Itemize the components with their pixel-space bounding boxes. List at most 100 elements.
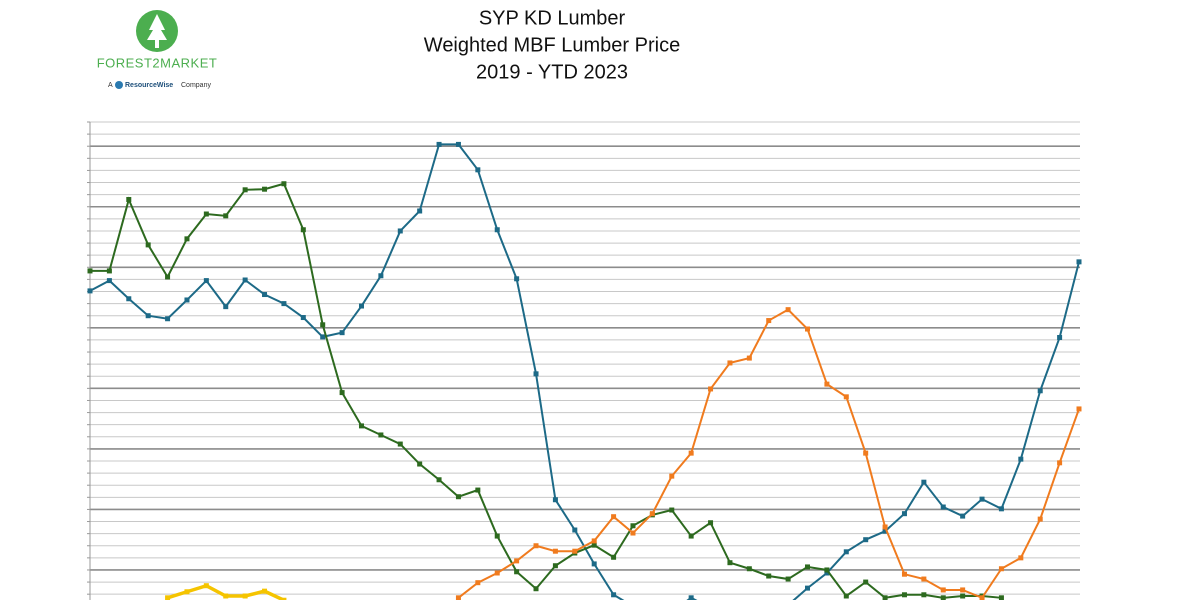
point	[940, 595, 946, 601]
point	[165, 274, 171, 280]
point	[688, 450, 694, 456]
point	[572, 548, 578, 554]
point	[242, 593, 248, 599]
point	[455, 595, 461, 601]
point	[766, 573, 772, 579]
point	[688, 533, 694, 539]
point	[378, 273, 384, 279]
point	[281, 301, 287, 307]
point	[165, 595, 171, 601]
point	[203, 211, 209, 217]
logo-tree	[147, 14, 167, 48]
series	[87, 181, 1004, 601]
point	[281, 181, 287, 187]
point	[223, 213, 229, 219]
point	[242, 187, 248, 193]
point	[358, 303, 364, 309]
point	[824, 381, 830, 387]
point	[126, 296, 132, 302]
point	[960, 593, 966, 599]
point	[1018, 456, 1024, 462]
point	[669, 473, 675, 479]
point	[339, 390, 345, 396]
point	[863, 537, 869, 543]
point	[494, 227, 500, 233]
point	[1037, 516, 1043, 522]
point	[514, 569, 520, 575]
point	[514, 276, 520, 282]
series	[87, 141, 1082, 605]
point	[785, 576, 791, 582]
point	[87, 288, 93, 294]
point	[611, 514, 617, 520]
line	[457, 308, 1080, 600]
point	[1057, 460, 1063, 466]
point	[940, 504, 946, 510]
point	[843, 394, 849, 400]
point	[533, 543, 539, 549]
point	[630, 523, 636, 529]
point	[824, 567, 830, 573]
point	[494, 570, 500, 576]
point	[106, 278, 112, 284]
point	[455, 494, 461, 500]
point	[552, 497, 558, 503]
point	[514, 558, 520, 564]
point	[766, 318, 772, 324]
point	[339, 330, 345, 336]
point	[552, 563, 558, 569]
point	[417, 461, 423, 467]
point	[126, 196, 132, 202]
point	[242, 277, 248, 283]
point	[960, 587, 966, 593]
point	[591, 542, 597, 548]
point	[746, 566, 752, 572]
point	[475, 487, 481, 493]
point	[1037, 388, 1043, 394]
point	[785, 307, 791, 313]
point	[591, 538, 597, 544]
point	[843, 549, 849, 555]
point	[998, 595, 1004, 601]
point	[921, 592, 927, 598]
point	[611, 592, 617, 598]
point	[320, 322, 326, 328]
point	[552, 548, 558, 554]
point	[378, 432, 384, 438]
point	[708, 386, 714, 392]
point	[533, 586, 539, 592]
point	[262, 588, 268, 594]
point	[805, 326, 811, 332]
point	[300, 227, 306, 233]
point	[203, 583, 209, 589]
point	[417, 208, 423, 214]
point	[901, 571, 907, 577]
point	[940, 587, 946, 593]
point	[611, 554, 617, 560]
point	[998, 566, 1004, 572]
point	[805, 585, 811, 591]
point	[1076, 259, 1082, 265]
point	[300, 315, 306, 321]
point	[863, 579, 869, 585]
point	[1076, 406, 1082, 412]
point	[1018, 555, 1024, 561]
point	[727, 560, 733, 566]
point	[475, 167, 481, 173]
point	[630, 530, 636, 536]
point	[87, 268, 93, 274]
line	[90, 182, 1002, 599]
point	[921, 479, 927, 485]
point	[746, 355, 752, 361]
point	[591, 561, 597, 567]
point	[223, 593, 229, 599]
chart-title: 2019 - YTD 2023	[476, 61, 628, 83]
point	[727, 360, 733, 366]
point	[436, 141, 442, 147]
point	[572, 527, 578, 533]
logo-brand: FOREST2MARKET	[97, 55, 218, 70]
point	[436, 477, 442, 483]
point	[262, 186, 268, 192]
point	[320, 334, 326, 340]
point	[165, 316, 171, 322]
